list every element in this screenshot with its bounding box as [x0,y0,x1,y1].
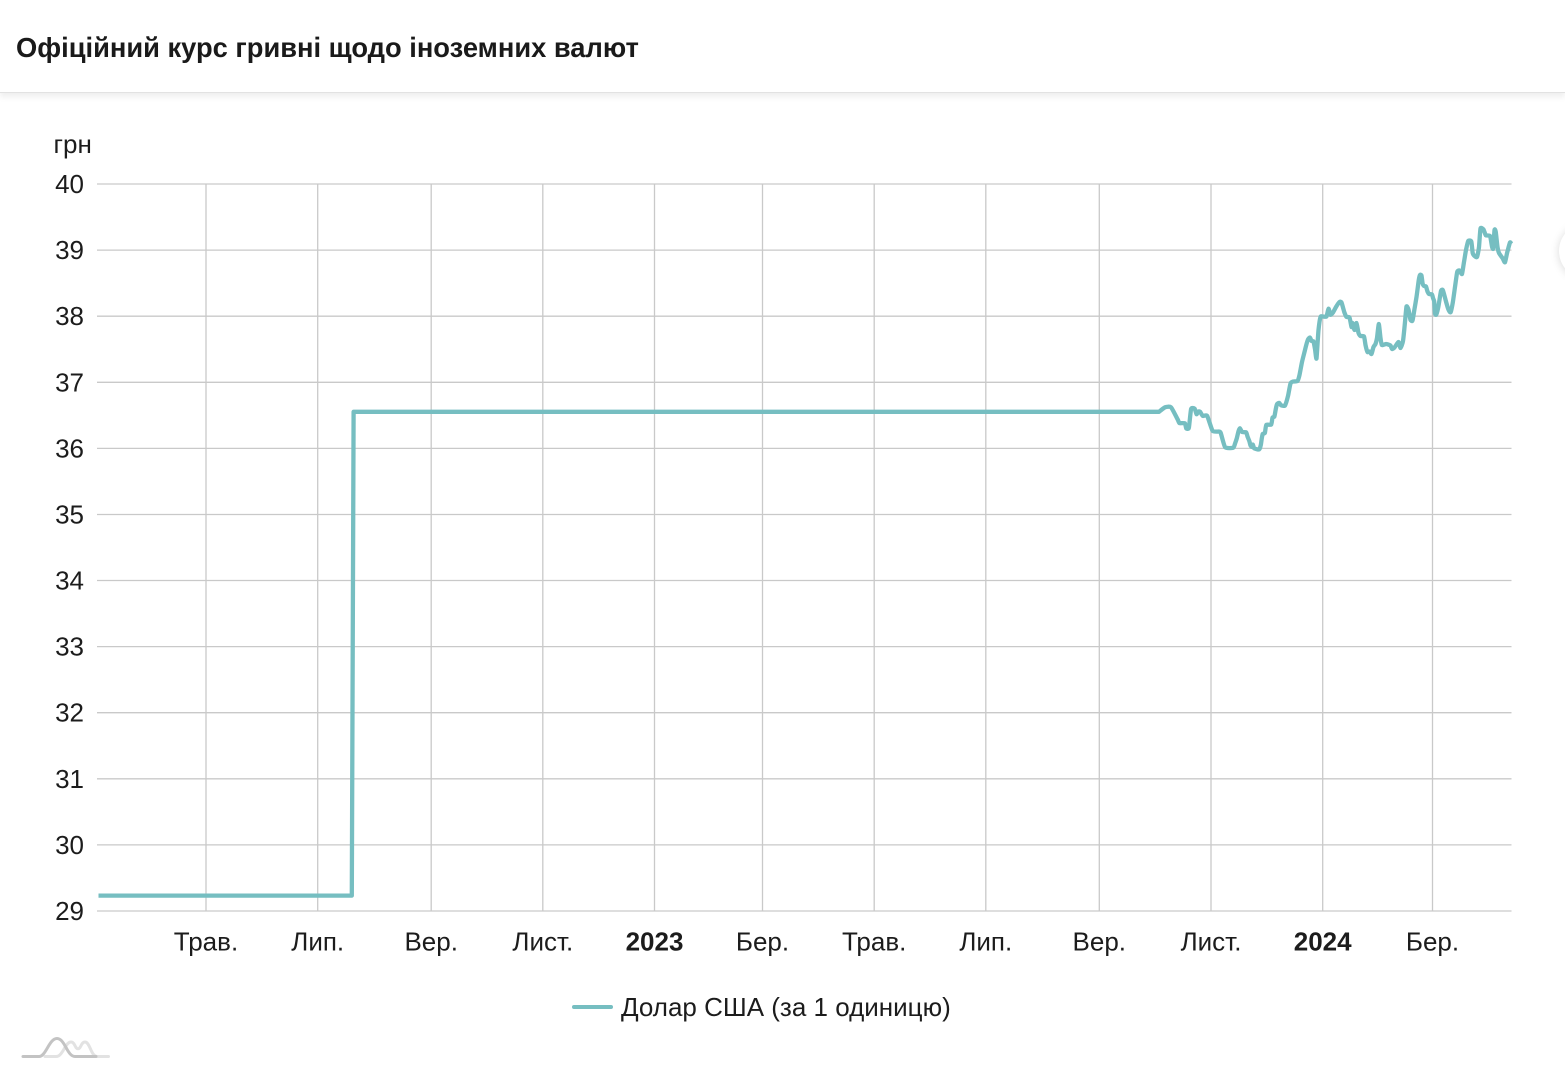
svg-text:Вер.: Вер. [404,927,458,957]
svg-text:32: 32 [55,698,84,728]
svg-text:Бер.: Бер. [736,927,789,957]
svg-text:Лип.: Лип. [959,927,1012,957]
svg-text:2024: 2024 [1294,927,1352,957]
svg-text:Лист.: Лист. [1181,927,1242,957]
svg-text:Долар США (за 1 одиницю): Долар США (за 1 одиницю) [621,992,951,1022]
svg-text:Вер.: Вер. [1073,927,1127,957]
svg-text:39: 39 [55,235,84,265]
svg-text:34: 34 [55,566,84,596]
svg-text:35: 35 [55,500,84,530]
svg-text:Трав.: Трав. [174,927,238,957]
svg-text:40: 40 [55,169,84,199]
svg-text:37: 37 [55,367,84,397]
svg-text:29: 29 [55,896,84,926]
svg-text:Лип.: Лип. [291,927,344,957]
svg-text:Лист.: Лист. [512,927,573,957]
svg-text:36: 36 [55,433,84,463]
svg-text:Бер.: Бер. [1406,927,1459,957]
svg-text:30: 30 [55,830,84,860]
svg-text:2023: 2023 [626,927,684,957]
svg-text:33: 33 [55,632,84,662]
svg-text:31: 31 [55,764,84,794]
svg-text:грн: грн [54,129,92,159]
svg-text:Трав.: Трав. [842,927,906,957]
svg-text:38: 38 [55,301,84,331]
